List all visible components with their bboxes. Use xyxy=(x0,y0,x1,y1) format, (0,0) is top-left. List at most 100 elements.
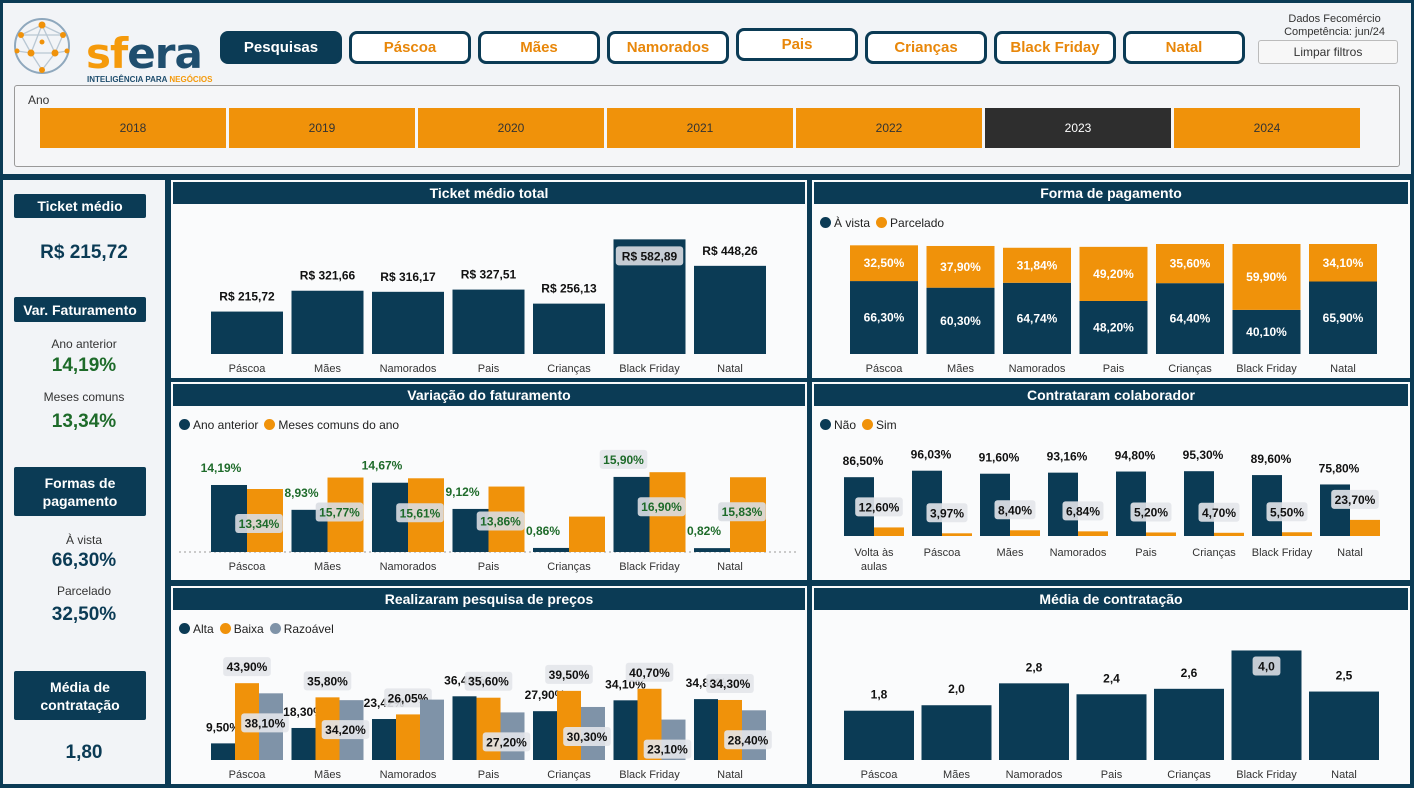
colaborador-bar-sim-criancas xyxy=(1214,532,1244,536)
ticket-tick-black-friday: Black Friday xyxy=(619,363,680,375)
nav-black-friday-button[interactable]: Black Friday xyxy=(994,31,1116,64)
precos-value-label-razoavel-pais: 27,20% xyxy=(486,735,527,749)
colaborador-tick-natal: Natal xyxy=(1337,547,1363,559)
legend-nao-swatch xyxy=(820,419,831,430)
colaborador-bar-sim-maes xyxy=(1010,530,1040,536)
media-contratacao-panel: Média de contratação 1,8 2,0 2,8 2,4 2,6 4,0 2… xyxy=(812,586,1410,784)
precos-value-label-alta-criancas: 27,90% xyxy=(525,688,566,702)
pagamento-value-label-a-vista-black-friday: 40,10% xyxy=(1246,325,1287,339)
precos-value-label-razoavel-criancas-bg xyxy=(563,726,611,746)
precos-value-label-razoavel-pascoa: 38,10% xyxy=(245,716,286,730)
variacao-value-label-meses-comuns-do-ano-pascoa: 13,34% xyxy=(239,517,280,531)
legend-a-vista-swatch xyxy=(820,217,831,228)
legend-alta-label: Alta xyxy=(193,622,214,636)
media-tick-maes: Mães xyxy=(943,769,970,781)
logo-wordmark: sfera xyxy=(86,29,203,78)
variacao-value-label-meses-comuns-do-ano-pais-bg xyxy=(476,511,525,531)
colaborador-tick-volta-as-aulas: aulas xyxy=(861,561,888,573)
colaborador-value-label-sim-maes: 8,40% xyxy=(998,503,1032,517)
variacao-faturamento-panel: Variação do faturamento Ano anterior Mes… xyxy=(171,382,807,580)
year-2021-button[interactable]: 2021 xyxy=(607,108,793,148)
pagamento-value-label-a-vista-pais: 48,20% xyxy=(1093,320,1134,334)
variacao-legend: Ano anterior Meses comuns do ano xyxy=(179,418,399,432)
colaborador-value-label-nao-namorados: 93,16% xyxy=(1047,450,1088,464)
ticket-medio-chart: R$ 215,72 R$ 321,66 R$ 316,17 R$ 327,51 R$ 2… xyxy=(211,239,766,375)
nav-natal-button[interactable]: Natal xyxy=(1123,31,1245,64)
media-bar-pais xyxy=(1076,694,1147,760)
legend-razoavel-label: Razoável xyxy=(283,622,334,636)
legend-a-vista-label: À vista xyxy=(834,216,871,230)
nav-maes-button[interactable]: Mães xyxy=(478,31,600,64)
year-2020-button[interactable]: 2020 xyxy=(418,108,604,148)
ticket-value-label-black-friday-bg xyxy=(615,246,684,266)
nav-pais-button[interactable]: Pais xyxy=(736,28,858,61)
year-2023-button[interactable]: 2023 xyxy=(985,108,1171,148)
colaborador-value-label-sim-pascoa-bg xyxy=(926,503,968,523)
pagamento-bar-a-vista-black-friday xyxy=(1232,309,1301,354)
nav-namorados-button[interactable]: Namorados xyxy=(607,31,729,64)
precos-bar-alta-black-friday xyxy=(613,700,638,760)
colaborador-value-label-nao-pais: 94,80% xyxy=(1115,449,1156,463)
colaborador-tick-pais: Pais xyxy=(1135,547,1157,559)
year-2022-button[interactable]: 2022 xyxy=(796,108,982,148)
precos-value-label-razoavel-maes: 34,20% xyxy=(325,723,366,737)
colaborador-value-label-sim-volta-as-aulas-bg xyxy=(855,497,903,517)
variacao-value-label-ano-anterior-namorados: 14,67% xyxy=(362,459,403,473)
precos-bar-alta-pascoa xyxy=(211,743,235,760)
media-tick-pascoa: Páscoa xyxy=(861,769,899,781)
ticket-tick-pascoa: Páscoa xyxy=(229,363,267,375)
precos-value-label-baixa-pascoa: 43,90% xyxy=(227,660,268,674)
ticket-value-label-maes: R$ 321,66 xyxy=(300,269,356,283)
colaborador-value-label-sim-pascoa: 3,97% xyxy=(930,506,964,520)
pesquisa-precos-panel: Realizaram pesquisa de preços Alta Baixa… xyxy=(171,586,807,784)
variacao-value-label-meses-comuns-do-ano-black-friday: 16,90% xyxy=(641,500,682,514)
nav-criancas-button[interactable]: Crianças xyxy=(865,31,987,64)
precos-bar-alta-pais xyxy=(452,696,477,760)
year-2019-button[interactable]: 2019 xyxy=(229,108,415,148)
ticket-tick-pais: Pais xyxy=(478,363,500,375)
legend-meses-comuns-label: Meses comuns do ano xyxy=(278,418,400,432)
colaborador-value-label-nao-maes: 91,60% xyxy=(979,451,1020,465)
media-value-label-black-friday-bg xyxy=(1252,656,1281,676)
colaborador-value-label-sim-criancas-bg xyxy=(1198,502,1240,522)
pesquisa-precos-chart: 9,50%43,90%38,10%18,30%35,80%34,20%23,42… xyxy=(206,657,772,781)
pagamento-bar-parcelado-black-friday xyxy=(1232,244,1301,310)
contrataram-colaborador-title: Contrataram colaborador xyxy=(812,382,1410,408)
pagamento-tick-pais: Pais xyxy=(1103,363,1125,375)
precos-bar-alta-natal xyxy=(694,699,718,760)
media-tick-criancas: Crianças xyxy=(1167,769,1211,781)
colaborador-value-label-sim-natal-bg xyxy=(1331,489,1379,509)
legend-ano-anterior-label: Ano anterior xyxy=(193,418,259,432)
year-2018-button[interactable]: 2018 xyxy=(40,108,226,148)
colaborador-value-label-sim-maes-bg xyxy=(994,500,1036,520)
colaborador-tick-volta-as-aulas: Volta às xyxy=(854,547,894,559)
precos-value-label-razoavel-black-friday-bg xyxy=(643,739,692,759)
forma-pagamento-legend: À vista Parcelado xyxy=(820,216,944,230)
pagamento-bar-parcelado-maes xyxy=(926,245,995,288)
pagamento-value-label-parcelado-pascoa: 32,50% xyxy=(864,256,905,270)
variacao-tick-namorados: Namorados xyxy=(380,561,437,573)
precos-value-label-baixa-black-friday: 40,70% xyxy=(629,666,670,680)
pagamento-value-label-a-vista-maes: 60,30% xyxy=(940,314,981,328)
nav-pesquisas-button[interactable]: Pesquisas xyxy=(220,31,342,64)
variacao-bar-ano-anterior-criancas xyxy=(533,547,569,552)
ticket-tick-criancas: Crianças xyxy=(547,363,591,375)
parcelado-value: 32,50% xyxy=(51,604,117,625)
precos-value-label-razoavel-maes-bg xyxy=(321,720,370,740)
pagamento-value-label-a-vista-pascoa: 66,30% xyxy=(864,311,905,325)
pagamento-value-label-parcelado-black-friday: 59,90% xyxy=(1246,270,1287,284)
ticket-bar-maes xyxy=(291,290,364,354)
year-2024-button[interactable]: 2024 xyxy=(1174,108,1360,148)
media-bar-pascoa xyxy=(844,710,914,760)
colaborador-legend: Não Sim xyxy=(820,418,897,432)
formas-pagamento-header: Formas de pagamento xyxy=(14,467,146,516)
precos-value-label-baixa-pascoa-bg xyxy=(223,657,271,677)
logo-tagline: INTELIGÊNCIA PARA NEGÓCIOS xyxy=(87,75,213,84)
media-value-label-pais: 2,4 xyxy=(1103,671,1120,685)
variacao-value-label-ano-anterior-natal: 0,82% xyxy=(687,524,721,538)
legend-meses-comuns-swatch xyxy=(264,419,276,430)
precos-value-label-baixa-namorados: 26,05% xyxy=(388,691,429,705)
clear-filters-button[interactable]: Limpar filtros xyxy=(1258,40,1398,64)
nav-pascoa-button[interactable]: Páscoa xyxy=(349,31,471,64)
precos-value-label-baixa-black-friday-bg xyxy=(625,662,674,682)
